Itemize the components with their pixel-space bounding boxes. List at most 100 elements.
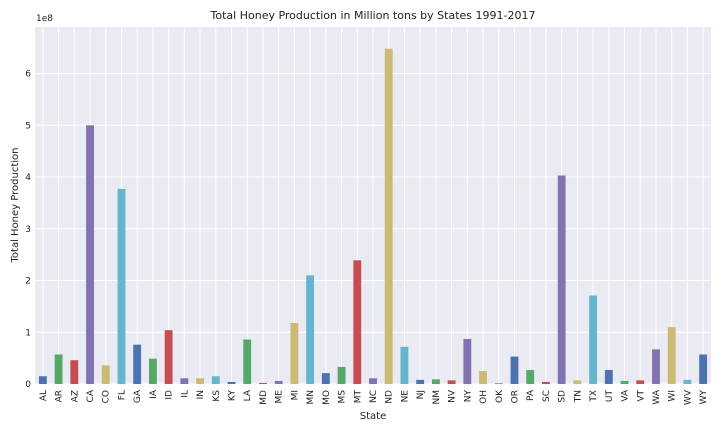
bar-ar: [54, 354, 63, 384]
x-tick-label: KY: [228, 390, 238, 402]
bar-ms: [337, 366, 346, 384]
bar-ia: [148, 358, 157, 384]
bar-ut: [604, 370, 613, 384]
bar-mo: [321, 373, 330, 384]
x-tick-label: MI: [290, 390, 300, 400]
bar-ks: [211, 376, 220, 384]
bar-nj: [416, 379, 425, 384]
bar-co: [101, 365, 110, 384]
x-tick-label: MO: [322, 390, 332, 405]
bar-la: [243, 339, 252, 384]
bar-or: [510, 356, 519, 384]
bar-md: [259, 382, 267, 384]
x-tick-label: LA: [243, 389, 253, 401]
y-tick-label: 1: [25, 328, 31, 338]
x-tick-label: KS: [212, 390, 222, 402]
x-tick-label: OR: [510, 390, 520, 403]
bar-tx: [589, 295, 598, 384]
bar-mi: [290, 322, 299, 384]
x-tick-label: IN: [196, 390, 206, 399]
x-tick-label: MN: [306, 390, 316, 405]
x-tick-label: AZ: [70, 390, 80, 402]
bar-ky: [227, 381, 236, 384]
bar-mt: [353, 260, 362, 384]
bars: [38, 48, 708, 384]
bar-wi: [667, 327, 676, 384]
bar-ne: [400, 346, 409, 384]
x-tick-label: VT: [636, 389, 646, 401]
x-tick-label: UT: [605, 390, 615, 403]
x-tick-label: NE: [400, 390, 410, 403]
bar-tn: [573, 380, 582, 384]
x-tick-label: ME: [275, 390, 285, 404]
x-tick-label: CA: [86, 389, 96, 402]
bar-nv: [447, 380, 456, 384]
bar-sc: [542, 381, 550, 384]
x-tick-label: NV: [448, 389, 458, 403]
bar-sd: [557, 175, 566, 384]
x-tick-label: WY: [699, 390, 709, 405]
bar-pa: [526, 370, 535, 384]
bar-va: [620, 380, 629, 384]
x-tick-label: WI: [668, 390, 678, 402]
x-tick-label: GA: [133, 389, 143, 403]
x-tick-label: AL: [39, 390, 49, 401]
y-tick-label: 5: [25, 121, 31, 131]
bar-mn: [306, 275, 315, 384]
x-tick-label: NC: [369, 390, 379, 403]
bar-oh: [479, 371, 487, 384]
x-tick-label: MS: [338, 390, 348, 404]
bar-az: [70, 360, 79, 384]
x-tick-label: NM: [432, 390, 442, 405]
bar-nc: [369, 378, 377, 384]
x-tick-labels: AL AR AZ CA CO FL GA IA ID IL IN KS KY LA MD ME MI MN MO MS…: [39, 389, 709, 405]
bar-ok: [494, 382, 503, 384]
x-tick-label: OH: [479, 390, 489, 404]
bar-wa: [652, 349, 660, 384]
x-tick-label: SC: [542, 390, 552, 402]
chart-title: Total Honey Production in Million tons b…: [210, 9, 536, 22]
x-tick-label: SD: [558, 390, 568, 403]
bar-vt: [636, 380, 645, 384]
x-tick-label: WV: [683, 389, 693, 405]
bar-il: [180, 378, 189, 384]
x-tick-label: NY: [463, 390, 473, 403]
x-tick-label: OK: [495, 389, 505, 403]
x-tick-label: TN: [573, 390, 583, 403]
bar-me: [274, 380, 283, 384]
x-tick-label: ID: [165, 390, 175, 400]
y-tick-label: 0: [25, 380, 31, 390]
y-tick-label: 4: [25, 173, 31, 183]
x-tick-label: TX: [589, 390, 599, 403]
bar-in: [196, 378, 204, 384]
y-tick-labels: 0 1 2 3 4 5 6: [25, 70, 31, 390]
bar-nd: [384, 48, 393, 384]
y-tick-label: 2: [25, 277, 31, 287]
bar-wv: [683, 379, 692, 384]
bar-nm: [431, 379, 440, 384]
y-axis-title: Total Honey Production: [10, 148, 21, 264]
bar-id: [164, 330, 173, 384]
bar-fl: [117, 188, 126, 384]
y-scale-label: 1e8: [36, 14, 53, 24]
x-tick-label: FL: [117, 390, 127, 400]
y-tick-label: 6: [25, 70, 31, 80]
bar-wy: [699, 354, 708, 384]
y-tick-label: 3: [25, 225, 31, 235]
bar-ca: [86, 125, 94, 384]
x-tick-label: VA: [621, 389, 631, 402]
x-axis-title: State: [360, 411, 386, 422]
x-tick-label: MT: [353, 390, 363, 404]
x-tick-label: IA: [149, 389, 159, 399]
x-tick-label: NJ: [416, 390, 426, 399]
x-tick-label: CO: [102, 390, 112, 403]
x-tick-label: PA: [526, 389, 536, 401]
x-tick-label: MD: [259, 390, 269, 405]
x-tick-label: ND: [385, 390, 395, 404]
bar-al: [38, 376, 47, 384]
x-tick-label: WA: [652, 389, 662, 404]
x-tick-label: AR: [55, 390, 65, 402]
bar-ga: [133, 344, 142, 384]
bar-ny: [463, 338, 472, 384]
